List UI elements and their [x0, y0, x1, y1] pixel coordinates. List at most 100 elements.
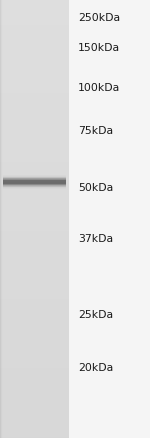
Bar — [3, 183, 66, 184]
Bar — [0, 232, 69, 234]
Bar — [0, 6, 69, 8]
Bar — [0, 364, 69, 365]
Bar — [0, 360, 69, 363]
Bar — [0, 345, 69, 346]
Bar — [0, 36, 69, 39]
Bar — [3, 184, 66, 185]
Bar — [0, 343, 69, 345]
Bar — [0, 143, 69, 145]
Bar — [0, 207, 69, 209]
Bar — [3, 178, 66, 179]
Bar — [0, 248, 69, 250]
Bar — [0, 155, 69, 157]
Bar — [3, 175, 66, 176]
Bar — [0, 410, 69, 412]
Bar — [0, 181, 69, 183]
Bar — [0, 190, 69, 192]
Bar — [0, 0, 3, 438]
Bar — [0, 0, 7, 438]
Bar — [0, 237, 69, 238]
Bar — [0, 253, 69, 254]
Bar — [0, 337, 69, 339]
Bar — [0, 320, 69, 321]
Bar — [0, 79, 69, 81]
Bar — [0, 128, 69, 131]
Bar — [0, 261, 69, 263]
Bar — [0, 426, 69, 428]
Bar — [0, 424, 69, 425]
Bar — [0, 18, 69, 19]
Bar — [3, 176, 66, 177]
Bar — [0, 0, 1, 438]
Bar — [0, 241, 69, 243]
Bar — [0, 194, 69, 196]
Bar — [0, 188, 69, 190]
Bar — [0, 197, 69, 199]
Bar — [3, 185, 66, 186]
Bar — [0, 32, 69, 34]
Bar — [0, 0, 3, 438]
Bar — [0, 0, 4, 438]
Bar — [0, 14, 69, 17]
Text: 25kDa: 25kDa — [78, 311, 113, 320]
Bar — [0, 178, 69, 180]
Bar — [0, 318, 69, 320]
Bar — [0, 89, 69, 91]
Bar — [3, 183, 66, 184]
Bar — [0, 85, 69, 87]
Bar — [0, 432, 69, 434]
Bar — [0, 289, 69, 291]
Bar — [0, 375, 69, 377]
Bar — [0, 153, 69, 155]
Bar — [0, 0, 7, 438]
Bar — [0, 352, 69, 354]
Bar — [0, 42, 69, 44]
Bar — [3, 185, 66, 186]
Bar — [0, 175, 69, 177]
Bar — [0, 228, 69, 230]
Bar — [0, 255, 69, 258]
Bar — [0, 45, 69, 47]
Bar — [3, 179, 66, 180]
Bar — [0, 126, 69, 127]
Bar — [0, 285, 69, 286]
Bar — [0, 183, 69, 184]
Bar — [0, 120, 69, 122]
Bar — [0, 38, 69, 40]
Bar — [0, 82, 69, 84]
Bar — [0, 16, 69, 18]
Bar — [3, 176, 66, 177]
Bar — [0, 12, 69, 14]
Bar — [0, 369, 69, 371]
Bar — [0, 371, 69, 373]
Bar — [0, 272, 69, 273]
Bar — [0, 104, 69, 106]
Bar — [0, 98, 69, 100]
Bar — [0, 275, 69, 276]
Bar — [0, 244, 69, 246]
Bar — [0, 297, 69, 298]
Bar — [0, 51, 69, 53]
Bar — [0, 417, 69, 420]
Bar — [0, 258, 69, 260]
Bar — [0, 184, 69, 186]
Bar — [3, 186, 66, 187]
Bar — [0, 355, 69, 357]
Bar — [0, 201, 69, 203]
Bar — [0, 91, 69, 92]
Bar — [0, 324, 69, 326]
Bar — [3, 177, 66, 178]
Bar — [3, 177, 66, 178]
Bar — [0, 47, 69, 49]
Bar — [0, 49, 69, 52]
Bar — [0, 404, 69, 406]
Bar — [0, 146, 69, 148]
Bar — [0, 229, 69, 231]
Bar — [0, 290, 69, 293]
Bar — [0, 213, 69, 215]
Bar — [0, 304, 69, 306]
Bar — [3, 187, 66, 188]
Bar — [0, 342, 69, 343]
Bar — [0, 218, 69, 219]
Bar — [0, 295, 69, 297]
